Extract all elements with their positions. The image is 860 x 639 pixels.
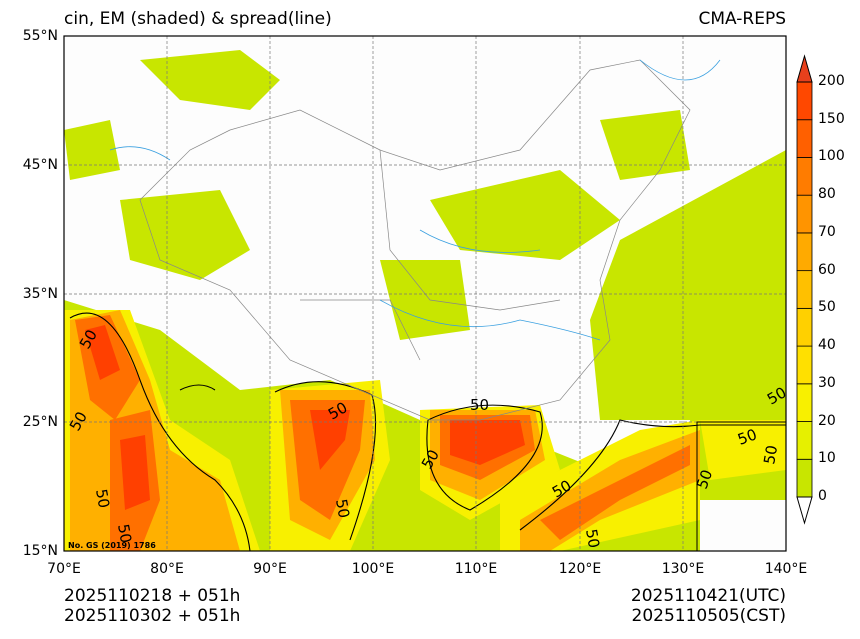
model-name: CMA-REPS bbox=[698, 9, 786, 29]
colorbar-over-triangle bbox=[796, 54, 813, 83]
contour-label: 50 bbox=[693, 467, 716, 491]
colorbar-segment bbox=[796, 270, 813, 309]
colorbar-tick-label: 0 bbox=[818, 488, 827, 504]
colorbar-segment bbox=[796, 307, 813, 347]
colorbar-tick-label: 10 bbox=[818, 450, 836, 467]
colorbar-segment bbox=[796, 421, 813, 460]
colorbar-segment bbox=[796, 383, 813, 422]
colorbar-tick-label: 40 bbox=[818, 337, 836, 354]
rivers bbox=[109, 59, 721, 341]
lat-tick: 35°N bbox=[22, 286, 58, 302]
colorbar-tick-label: 50 bbox=[818, 299, 836, 316]
shaded-field bbox=[64, 50, 786, 551]
contour-label: 50 bbox=[470, 396, 489, 414]
contour-label: 50 bbox=[582, 528, 603, 550]
lon-tick: 70°E bbox=[47, 561, 81, 577]
colorbar bbox=[796, 54, 813, 525]
gridlines bbox=[64, 36, 786, 551]
colorbar-segment bbox=[796, 157, 813, 196]
map-frame bbox=[63, 35, 787, 552]
init-time-utc: 2025110218 + 051h bbox=[64, 586, 241, 606]
colorbar-tick-label: 200 bbox=[818, 73, 845, 89]
colorbar-tick-label: 20 bbox=[818, 412, 836, 429]
lon-tick: 140°E bbox=[764, 561, 808, 577]
boundaries bbox=[139, 59, 691, 421]
colorbar-tick-label: 150 bbox=[818, 110, 845, 127]
colorbar-tick-label: 70 bbox=[818, 223, 836, 240]
valid-time-cst: 2025110505(CST) bbox=[631, 606, 786, 626]
valid-time-utc: 2025110421(UTC) bbox=[630, 586, 786, 606]
map-approval-number: No. GS (2019) 1786 bbox=[68, 541, 156, 550]
lon-tick: 100°E bbox=[351, 561, 395, 577]
colorbar-segment bbox=[796, 232, 813, 272]
colorbar-tick-label: 60 bbox=[818, 261, 836, 278]
lat-tick: 15°N bbox=[22, 543, 58, 559]
lat-tick: 45°N bbox=[22, 157, 58, 173]
lon-tick: 130°E bbox=[661, 561, 705, 577]
colorbar-segment bbox=[796, 81, 813, 121]
colorbar-segment bbox=[796, 345, 813, 385]
colorbar-tick-label: 100 bbox=[818, 148, 845, 165]
contour-label: 50 bbox=[760, 444, 781, 466]
lon-tick: 80°E bbox=[150, 561, 184, 577]
lon-tick: 90°E bbox=[253, 561, 287, 577]
contour-label: 50 bbox=[735, 425, 759, 448]
contour-label: 50 bbox=[92, 488, 113, 510]
colorbar-segment bbox=[796, 458, 813, 498]
contour-label: 50 bbox=[332, 498, 353, 520]
contour-label: 50 bbox=[114, 523, 135, 545]
lat-tick: 55°N bbox=[22, 28, 58, 44]
chart-title: cin, EM (shaded) & spread(line) bbox=[64, 9, 332, 29]
colorbar-under-triangle bbox=[796, 496, 813, 525]
colorbar-tick-label: 30 bbox=[818, 374, 836, 391]
lat-tick: 25°N bbox=[22, 414, 58, 430]
colorbar-tick-label: 80 bbox=[818, 186, 836, 203]
init-time-cst: 2025110302 + 051h bbox=[64, 606, 241, 626]
lon-tick: 120°E bbox=[558, 561, 602, 577]
colorbar-segment bbox=[796, 119, 813, 158]
lon-tick: 110°E bbox=[454, 561, 498, 577]
colorbar-segment bbox=[796, 194, 813, 234]
